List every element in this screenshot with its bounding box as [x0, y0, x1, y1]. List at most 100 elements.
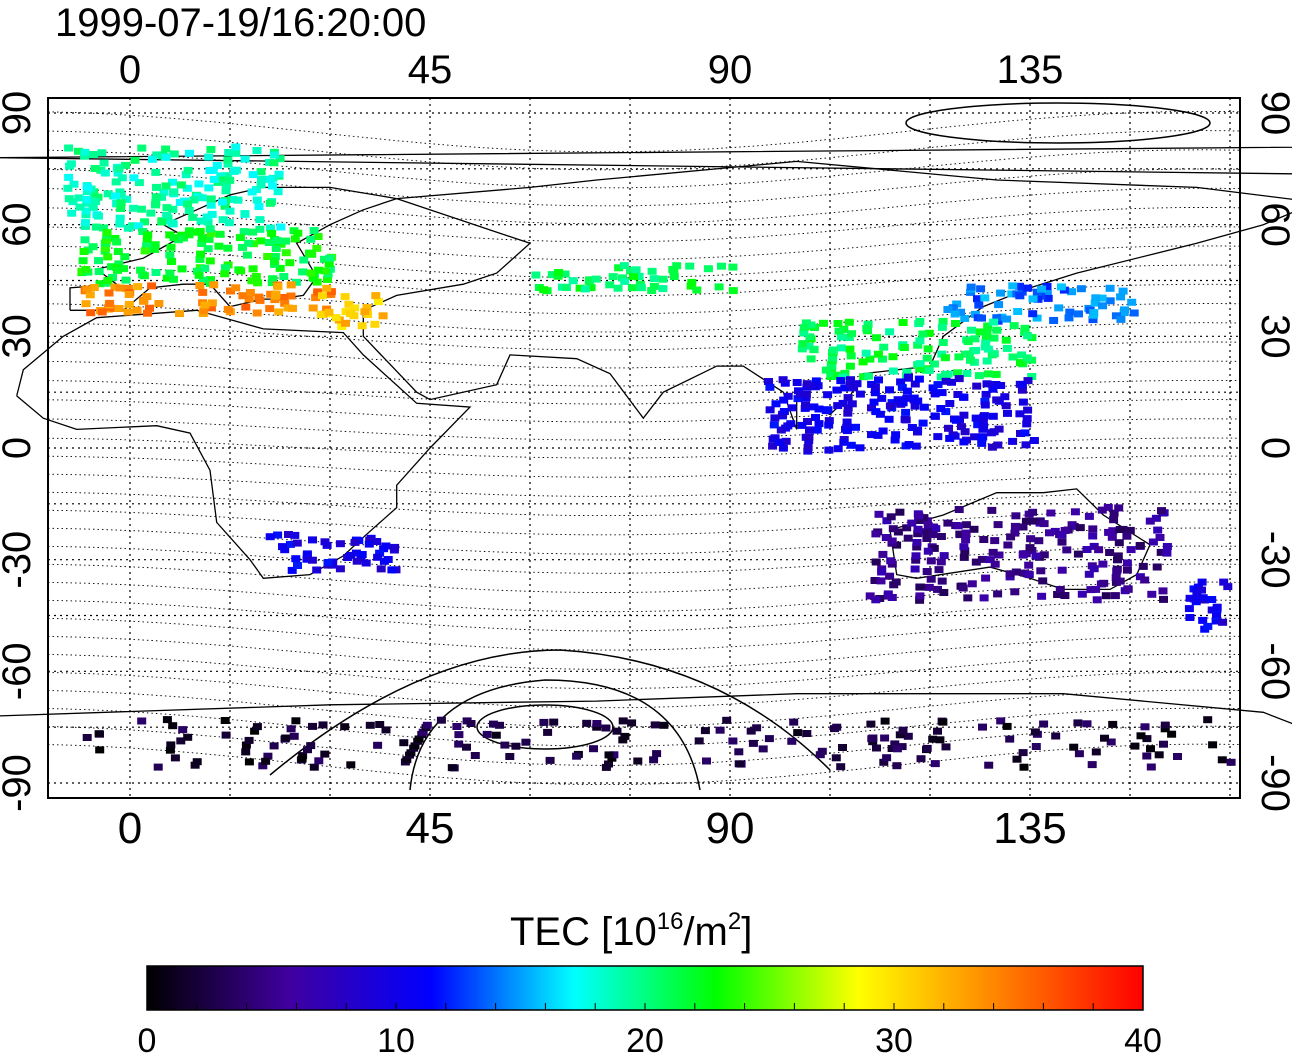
tec-point	[198, 288, 208, 296]
tec-point	[1062, 546, 1072, 554]
tec-point	[722, 716, 732, 724]
tec-point	[100, 169, 110, 177]
tec-point	[267, 279, 277, 287]
tec-point	[297, 755, 307, 763]
tec-point	[633, 757, 643, 765]
tec-point	[233, 196, 243, 204]
tec-point	[833, 372, 843, 380]
tec-point	[982, 357, 992, 365]
tec-point	[161, 182, 171, 190]
tec-point	[511, 742, 521, 750]
tec-point	[452, 723, 462, 730]
tec-point	[137, 144, 147, 152]
tec-point	[549, 718, 559, 726]
tec-point	[911, 442, 921, 450]
tec-point	[987, 506, 997, 514]
tec-point	[1011, 568, 1021, 576]
tec-point	[265, 533, 275, 541]
tec-point	[200, 301, 210, 309]
tec-point	[228, 195, 238, 203]
tec-point	[930, 390, 940, 398]
tec-point	[888, 525, 898, 533]
tec-point	[951, 416, 961, 424]
tec-point	[252, 309, 262, 317]
tec-point	[205, 225, 215, 233]
tec-point	[789, 718, 799, 726]
tec-point	[1106, 738, 1116, 746]
tec-point	[312, 244, 322, 252]
tec-point	[994, 551, 1004, 559]
tec-point	[1217, 756, 1227, 764]
tec-point	[933, 433, 943, 441]
tec-point	[728, 737, 738, 745]
colorbar-tick-label: 0	[138, 1022, 157, 1057]
tec-point	[919, 514, 929, 522]
tec-point	[589, 745, 598, 753]
tec-point	[764, 378, 773, 385]
tec-point	[1064, 314, 1074, 322]
tec-point	[979, 412, 989, 420]
tec-point	[867, 431, 876, 439]
tec-point	[200, 264, 210, 272]
tec-point	[1208, 741, 1218, 749]
tec-point	[113, 266, 122, 274]
tec-point	[1105, 549, 1115, 556]
tec-point	[94, 212, 103, 220]
tec-point	[293, 562, 302, 569]
tec-point	[1091, 748, 1101, 756]
tec-point	[978, 425, 988, 433]
tec-point	[256, 181, 266, 189]
tec-point	[870, 577, 880, 584]
tec-point	[1155, 534, 1165, 541]
tec-point	[176, 737, 186, 745]
tec-point	[1140, 576, 1150, 584]
tec-point	[1152, 563, 1162, 571]
tec-point	[1153, 526, 1163, 534]
tec-point	[1075, 524, 1085, 532]
tec-point	[877, 394, 887, 402]
tec-point	[951, 320, 960, 327]
tec-point	[209, 175, 219, 183]
latitude-label: -30	[1253, 531, 1292, 589]
tec-point	[915, 317, 925, 325]
tec-point	[1104, 528, 1114, 536]
tec-point	[205, 167, 215, 174]
longitude-label: 90	[706, 804, 755, 853]
tec-point	[685, 262, 695, 270]
tec-point	[95, 280, 105, 288]
tec-point	[81, 207, 91, 215]
tec-point	[113, 248, 123, 255]
tec-point	[1029, 437, 1039, 444]
tec-point	[1015, 292, 1025, 300]
tec-point	[1041, 289, 1051, 297]
tec-point	[239, 228, 249, 236]
tec-point	[865, 355, 875, 363]
tec-point	[904, 373, 913, 381]
tec-point	[241, 303, 251, 311]
tec-point	[915, 365, 925, 373]
tec-point	[276, 223, 286, 231]
tec-point	[810, 383, 820, 391]
coastline	[0, 693, 1292, 725]
tec-point	[895, 508, 905, 516]
tec-point	[1090, 299, 1100, 307]
tec-point	[961, 521, 971, 529]
tec-point	[82, 734, 92, 741]
tec-point	[612, 727, 622, 735]
tec-point	[275, 155, 285, 163]
tec-point	[1094, 546, 1104, 554]
tec-point	[373, 553, 383, 561]
tec-point	[862, 324, 872, 332]
tec-point	[814, 420, 824, 428]
tec-point	[970, 335, 980, 343]
tec-point	[357, 551, 367, 558]
tec-point	[1023, 284, 1033, 292]
tec-point	[1010, 522, 1020, 530]
tec-point	[1036, 567, 1046, 575]
tec-point	[306, 235, 316, 243]
tec-point	[381, 726, 391, 734]
tec-point	[129, 174, 139, 182]
tec-point	[585, 276, 595, 284]
tec-point	[206, 195, 216, 203]
tec-point	[887, 745, 897, 752]
